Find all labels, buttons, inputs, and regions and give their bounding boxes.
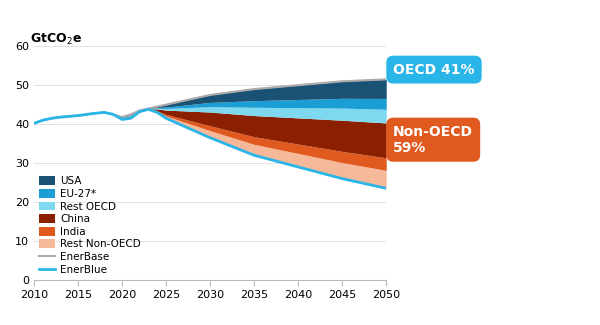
Legend: USA, EU-27*, Rest OECD, China, India, Rest Non-OECD, EnerBase, EnerBlue: USA, EU-27*, Rest OECD, China, India, Re… [39, 176, 141, 275]
Text: Non-OECD
59%: Non-OECD 59% [393, 124, 473, 155]
Text: GtCO$_2$e: GtCO$_2$e [31, 32, 82, 47]
Text: OECD 41%: OECD 41% [393, 63, 475, 77]
